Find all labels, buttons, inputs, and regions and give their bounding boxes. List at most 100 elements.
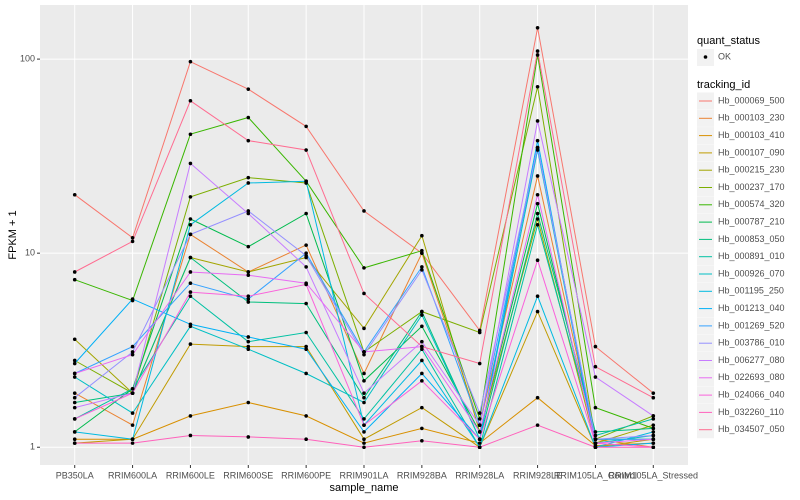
- legend-label: Hb_000574_320: [718, 199, 785, 209]
- data-point: [188, 232, 193, 237]
- data-point: [304, 211, 308, 216]
- legend-label: Hb_000926_070: [718, 268, 785, 278]
- data-point: [246, 294, 251, 299]
- data-point: [188, 132, 193, 137]
- data-point: [477, 417, 482, 421]
- data-point: [535, 217, 540, 221]
- data-point: [420, 324, 424, 329]
- data-point: [420, 233, 424, 238]
- data-point: [535, 201, 540, 206]
- data-point: [246, 181, 251, 185]
- data-point: [362, 350, 366, 354]
- data-point: [420, 248, 424, 253]
- legend-label: Hb_000215_230: [718, 165, 785, 175]
- data-point: [130, 297, 135, 301]
- data-point: [535, 138, 540, 143]
- data-point: [188, 290, 193, 294]
- data-point: [304, 301, 308, 306]
- legend-label: Hb_000107_090: [718, 147, 785, 157]
- data-point: [477, 423, 482, 427]
- data-point: [246, 297, 251, 301]
- data-point: [130, 239, 135, 244]
- data-point: [420, 405, 424, 410]
- data-point: [188, 270, 193, 274]
- data-point: [593, 375, 598, 379]
- data-point: [246, 211, 251, 216]
- data-point: [72, 270, 77, 274]
- x-tick-label: PB350LA: [56, 470, 94, 480]
- data-point: [72, 417, 77, 421]
- data-point: [188, 281, 193, 286]
- data-point: [72, 277, 77, 282]
- legend-label: Hb_000891_010: [718, 251, 785, 261]
- data-point: [362, 378, 366, 383]
- shape-legend-title: quant_status: [697, 35, 760, 47]
- data-point: [535, 294, 540, 299]
- data-point: [130, 423, 135, 427]
- data-point: [362, 326, 366, 331]
- data-point: [246, 273, 251, 277]
- x-tick-label: RRIM928BA: [397, 470, 447, 480]
- legend-label: Hb_006277_080: [718, 355, 785, 365]
- data-point: [420, 309, 424, 314]
- data-point: [535, 258, 540, 262]
- data-point: [188, 223, 193, 227]
- data-point: [535, 145, 540, 150]
- x-tick-label: RRIM901LA: [339, 470, 388, 480]
- data-point: [130, 352, 135, 357]
- data-point: [651, 391, 656, 395]
- data-point: [477, 441, 482, 445]
- data-point: [246, 244, 251, 249]
- data-point: [420, 313, 424, 317]
- data-point: [304, 124, 308, 129]
- data-point: [130, 391, 135, 395]
- legend-label: Hb_000103_230: [718, 113, 785, 123]
- x-axis-title: sample_name: [329, 482, 398, 494]
- data-point: [651, 395, 656, 400]
- data-point: [651, 430, 656, 434]
- legend-point: [703, 55, 708, 59]
- data-point: [246, 175, 251, 180]
- legend-label: Hb_003786_010: [718, 338, 785, 348]
- data-point: [420, 344, 424, 349]
- data-point: [651, 426, 656, 431]
- data-point: [130, 387, 135, 391]
- data-point: [535, 211, 540, 216]
- data-point: [72, 441, 77, 445]
- data-point: [362, 430, 366, 434]
- legend-label: Hb_000853_050: [718, 234, 785, 244]
- data-point: [188, 433, 193, 438]
- data-point: [246, 339, 251, 344]
- data-point: [304, 243, 308, 247]
- data-point: [246, 270, 251, 274]
- data-point: [535, 423, 540, 427]
- data-point: [246, 347, 251, 352]
- data-point: [362, 266, 366, 270]
- data-point: [72, 400, 77, 405]
- data-point: [651, 445, 656, 450]
- data-point: [72, 337, 77, 342]
- data-point: [651, 423, 656, 427]
- data-point: [362, 395, 366, 400]
- legend-label: Hb_000237_170: [718, 182, 785, 192]
- x-tick-label: RRIM928LA: [455, 470, 504, 480]
- data-point: [420, 251, 424, 255]
- legend-label: Hb_001269_520: [718, 320, 785, 330]
- data-point: [535, 119, 540, 123]
- data-point: [246, 115, 251, 120]
- data-point: [477, 430, 482, 434]
- data-point: [593, 433, 598, 438]
- data-point: [246, 209, 251, 213]
- data-point: [130, 344, 135, 349]
- data-point: [188, 195, 193, 199]
- data-point: [304, 253, 308, 258]
- legend-label: Hb_034507_050: [718, 424, 785, 434]
- data-point: [362, 417, 366, 421]
- data-point: [188, 98, 193, 103]
- data-point: [304, 437, 308, 442]
- data-point: [188, 255, 193, 260]
- data-point: [188, 322, 193, 327]
- data-point: [477, 445, 482, 450]
- data-point: [420, 371, 424, 376]
- x-tick-label: RRIM105LA_Control: [554, 470, 637, 480]
